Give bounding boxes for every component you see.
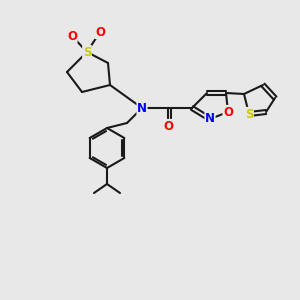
Text: O: O bbox=[67, 29, 77, 43]
Text: S: S bbox=[83, 46, 91, 59]
Text: S: S bbox=[245, 107, 253, 121]
Text: O: O bbox=[163, 119, 173, 133]
Text: N: N bbox=[205, 112, 215, 125]
Text: N: N bbox=[137, 101, 147, 115]
Text: O: O bbox=[95, 26, 105, 38]
Text: O: O bbox=[223, 106, 233, 118]
